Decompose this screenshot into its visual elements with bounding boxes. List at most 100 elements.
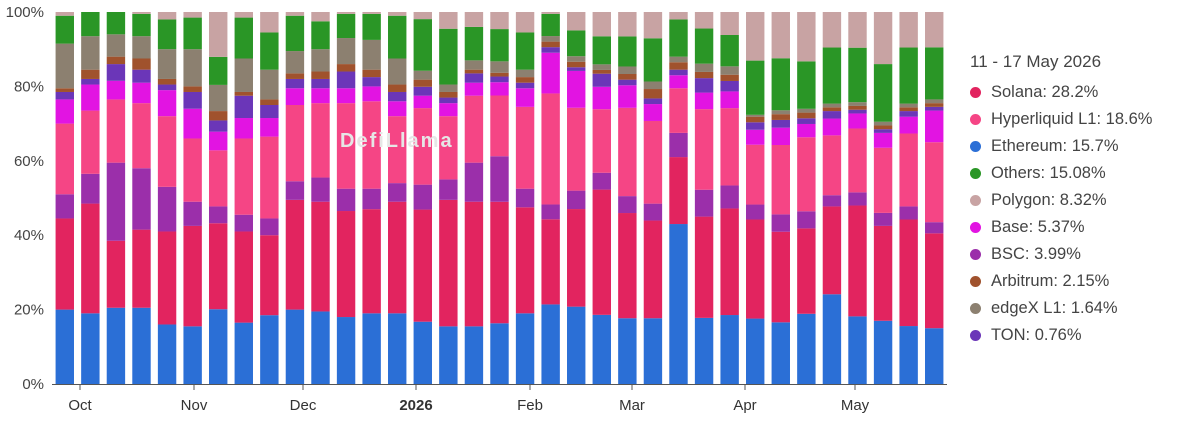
- bar-segment[interactable]: [285, 199, 305, 310]
- bar-segment[interactable]: [336, 64, 356, 72]
- bar-segment[interactable]: [873, 121, 893, 126]
- bar-segment[interactable]: [669, 75, 688, 89]
- bar-segment[interactable]: [157, 19, 177, 50]
- bar-segment[interactable]: [899, 219, 918, 327]
- bar-segment[interactable]: [439, 91, 458, 98]
- bar-segment[interactable]: [643, 104, 663, 121]
- bar-segment[interactable]: [515, 207, 535, 314]
- bar-segment[interactable]: [490, 72, 509, 77]
- bar-segment[interactable]: [669, 224, 688, 384]
- bar-segment[interactable]: [567, 30, 586, 57]
- bar-segment[interactable]: [746, 60, 765, 115]
- bar-segment[interactable]: [490, 201, 509, 324]
- bar-segment[interactable]: [618, 318, 637, 384]
- bar-segment[interactable]: [55, 88, 74, 92]
- bar-segment[interactable]: [515, 12, 535, 33]
- bar-segment[interactable]: [132, 307, 151, 384]
- bar-segment[interactable]: [797, 118, 816, 124]
- bar-segment[interactable]: [848, 205, 867, 317]
- bar-segment[interactable]: [81, 313, 100, 384]
- bar-segment[interactable]: [720, 66, 739, 75]
- bar-segment[interactable]: [822, 195, 842, 207]
- bar-segment[interactable]: [157, 90, 177, 117]
- bar-segment[interactable]: [567, 107, 586, 191]
- bar-segment[interactable]: [822, 135, 842, 196]
- bar-segment[interactable]: [490, 323, 509, 384]
- bar-segment[interactable]: [592, 36, 611, 65]
- bar-segment[interactable]: [541, 41, 560, 48]
- bar-segment[interactable]: [183, 49, 202, 87]
- bar-segment[interactable]: [439, 84, 458, 92]
- bar-segment[interactable]: [541, 204, 560, 220]
- bar-segment[interactable]: [848, 102, 867, 106]
- bar-segment[interactable]: [388, 183, 407, 202]
- bar-segment[interactable]: [873, 212, 893, 226]
- bar-segment[interactable]: [694, 216, 714, 318]
- bar-segment[interactable]: [873, 12, 893, 65]
- bar-segment[interactable]: [209, 12, 228, 57]
- legend-item[interactable]: Base: 5.37%: [970, 214, 1190, 241]
- bar-segment[interactable]: [413, 12, 432, 20]
- bar-segment[interactable]: [694, 109, 714, 190]
- bar-segment[interactable]: [797, 12, 816, 62]
- legend-item[interactable]: Hyperliquid L1: 18.6%: [970, 106, 1190, 133]
- bar-segment[interactable]: [746, 129, 765, 145]
- bar-segment[interactable]: [183, 225, 202, 327]
- bar-segment[interactable]: [388, 12, 407, 16]
- bar-segment[interactable]: [388, 201, 407, 314]
- bar-segment[interactable]: [336, 38, 356, 65]
- bar-segment[interactable]: [234, 322, 253, 384]
- bar-segment[interactable]: [771, 12, 790, 59]
- bar-segment[interactable]: [311, 49, 330, 72]
- bar-segment[interactable]: [285, 309, 305, 384]
- bar-segment[interactable]: [694, 28, 714, 64]
- bar-segment[interactable]: [797, 123, 816, 138]
- bar-segment[interactable]: [336, 71, 356, 89]
- bar-segment[interactable]: [515, 88, 535, 107]
- bar-segment[interactable]: [439, 28, 458, 85]
- bar-segment[interactable]: [132, 103, 151, 169]
- bar-segment[interactable]: [873, 147, 893, 213]
- bar-segment[interactable]: [183, 108, 202, 139]
- bar-segment[interactable]: [81, 110, 100, 174]
- bar-segment[interactable]: [336, 13, 356, 39]
- bar-segment[interactable]: [234, 91, 253, 96]
- bar-segment[interactable]: [260, 315, 279, 384]
- bar-segment[interactable]: [157, 231, 177, 325]
- bar-segment[interactable]: [157, 186, 177, 232]
- bar-segment[interactable]: [106, 99, 126, 163]
- bar-segment[interactable]: [618, 107, 637, 197]
- legend-item[interactable]: Solana: 28.2%: [970, 79, 1190, 106]
- bar-segment[interactable]: [490, 29, 509, 62]
- bar-segment[interactable]: [669, 132, 688, 158]
- bar-segment[interactable]: [771, 214, 790, 232]
- bar-segment[interactable]: [873, 320, 893, 384]
- bar-segment[interactable]: [746, 12, 765, 61]
- bar-segment[interactable]: [490, 82, 509, 96]
- bar-segment[interactable]: [413, 86, 432, 96]
- bar-segment[interactable]: [439, 103, 458, 117]
- bar-segment[interactable]: [643, 12, 663, 39]
- bar-segment[interactable]: [336, 12, 356, 14]
- bar-segment[interactable]: [362, 313, 381, 384]
- bar-segment[interactable]: [720, 80, 739, 92]
- bar-segment[interactable]: [925, 106, 944, 111]
- legend-item[interactable]: edgeX L1: 1.64%: [970, 295, 1190, 322]
- bar-segment[interactable]: [925, 99, 944, 104]
- bar-segment[interactable]: [311, 88, 330, 104]
- bar-segment[interactable]: [106, 12, 126, 35]
- legend-item[interactable]: Ethereum: 15.7%: [970, 133, 1190, 160]
- bar-segment[interactable]: [388, 84, 407, 92]
- bar-segment[interactable]: [592, 64, 611, 70]
- bar-segment[interactable]: [336, 211, 356, 318]
- bar-segment[interactable]: [106, 34, 126, 57]
- bar-segment[interactable]: [873, 225, 893, 321]
- bar-segment[interactable]: [464, 12, 484, 27]
- bar-segment[interactable]: [413, 108, 432, 185]
- bar-segment[interactable]: [746, 114, 765, 117]
- legend-item[interactable]: Arbitrum: 2.15%: [970, 268, 1190, 295]
- bar-segment[interactable]: [643, 38, 663, 82]
- bar-segment[interactable]: [234, 231, 253, 323]
- bar-segment[interactable]: [797, 211, 816, 229]
- bar-segment[interactable]: [285, 88, 305, 105]
